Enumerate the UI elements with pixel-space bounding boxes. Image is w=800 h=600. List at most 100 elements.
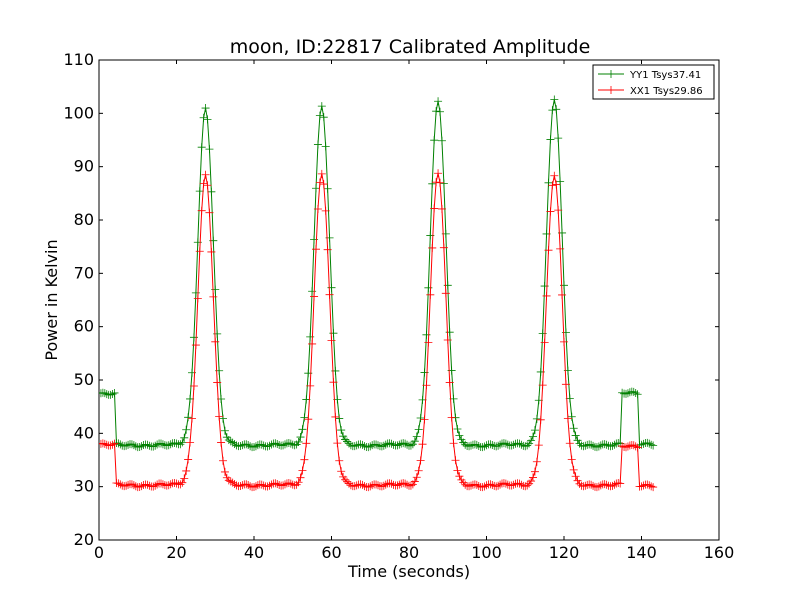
data-point-marker [546,135,555,144]
data-point-marker [201,170,210,179]
data-point-marker [579,482,588,491]
data-point-marker [467,441,475,450]
data-point-marker [219,456,227,465]
data-point-marker [486,440,495,449]
data-point-marker [372,440,381,449]
data-point-marker [250,443,258,452]
data-point-marker [158,440,167,449]
data-point-marker [164,441,173,450]
data-point-marker [401,479,410,488]
data-point-marker [527,436,536,445]
data-point-marker [399,479,408,488]
data-point-marker [573,476,582,485]
data-point-marker [478,483,487,492]
data-point-marker [600,480,609,489]
data-point-marker [180,474,189,483]
data-point-marker [569,465,578,474]
data-point-marker [418,440,427,449]
data-point-marker [453,424,462,433]
data-point-marker [300,455,309,464]
data-point-marker [129,481,138,490]
data-point-marker [273,439,282,448]
data-point-marker [284,479,293,488]
y-axis-label: Power in Kelvin [42,239,61,360]
data-point-marker [412,473,421,482]
data-point-marker [122,481,131,490]
data-point-marker [193,294,202,303]
data-point-marker [437,204,446,213]
x-tick-label: 60 [321,543,341,562]
data-point-marker [176,480,185,489]
data-point-marker [195,187,204,196]
data-point-marker [352,481,361,490]
data-point-marker [166,440,175,449]
data-point-marker [393,441,402,450]
series-xx1 [99,169,658,492]
x-tick-label: 0 [94,543,104,562]
data-point-marker [116,480,125,489]
data-point-marker [207,187,216,196]
data-point-marker [350,442,359,451]
data-point-marker [213,378,222,387]
y-tick-label: 110 [63,50,94,69]
data-point-marker [188,414,196,423]
data-point-marker [443,335,452,344]
data-point-marker [350,482,359,491]
y-tick-label: 30 [74,477,94,496]
data-point-marker [251,482,260,491]
data-point-marker [532,457,541,466]
data-point-marker [306,381,315,390]
data-point-marker [428,243,437,252]
data-point-marker [550,95,559,104]
data-point-marker [436,178,444,187]
data-point-marker [317,169,326,178]
data-point-marker [207,247,216,256]
data-point-marker [99,439,107,448]
data-point-marker [377,482,386,491]
data-point-marker [492,442,501,451]
data-point-marker [507,481,516,490]
x-tick-label: 100 [471,543,502,562]
data-point-marker [428,179,437,188]
data-point-marker [455,472,464,481]
data-point-marker [178,478,187,487]
data-point-marker [416,456,425,465]
data-point-marker [492,482,501,491]
data-point-marker [387,479,396,488]
data-point-marker [294,437,303,446]
data-point-marker [312,245,320,254]
data-point-marker [100,389,109,398]
plot-area [98,59,720,541]
data-point-marker [129,441,138,450]
data-point-marker [201,104,210,113]
data-point-marker [558,290,567,299]
data-point-marker [509,480,518,489]
data-point-marker [618,442,627,451]
data-point-marker [499,439,508,448]
data-point-marker [439,243,448,252]
data-point-marker [312,184,320,193]
data-point-marker [395,440,404,449]
x-tick-label: 20 [166,543,186,562]
data-point-marker [186,438,195,447]
data-point-marker [637,482,646,491]
data-point-marker [203,181,212,190]
data-point-marker [257,440,266,449]
data-point-marker [271,439,280,448]
data-point-marker [622,443,630,452]
data-point-marker [412,432,421,441]
data-point-marker [122,441,131,450]
data-point-marker [271,479,280,488]
y-tick-label: 60 [74,317,94,336]
data-point-marker [242,440,251,449]
data-point-marker [374,441,382,450]
data-point-marker [530,426,539,435]
data-point-marker [645,481,654,490]
data-point-marker [399,439,408,448]
legend: YY1 Tsys37.41 XX1 Tsys29.86 [592,64,715,100]
tick-layer: 0 20 40 60 80 100 120 140 1602030405060708090100… [63,50,734,562]
x-tick-label: 140 [626,543,657,562]
data-point-marker [622,389,630,398]
data-point-marker [372,480,381,489]
